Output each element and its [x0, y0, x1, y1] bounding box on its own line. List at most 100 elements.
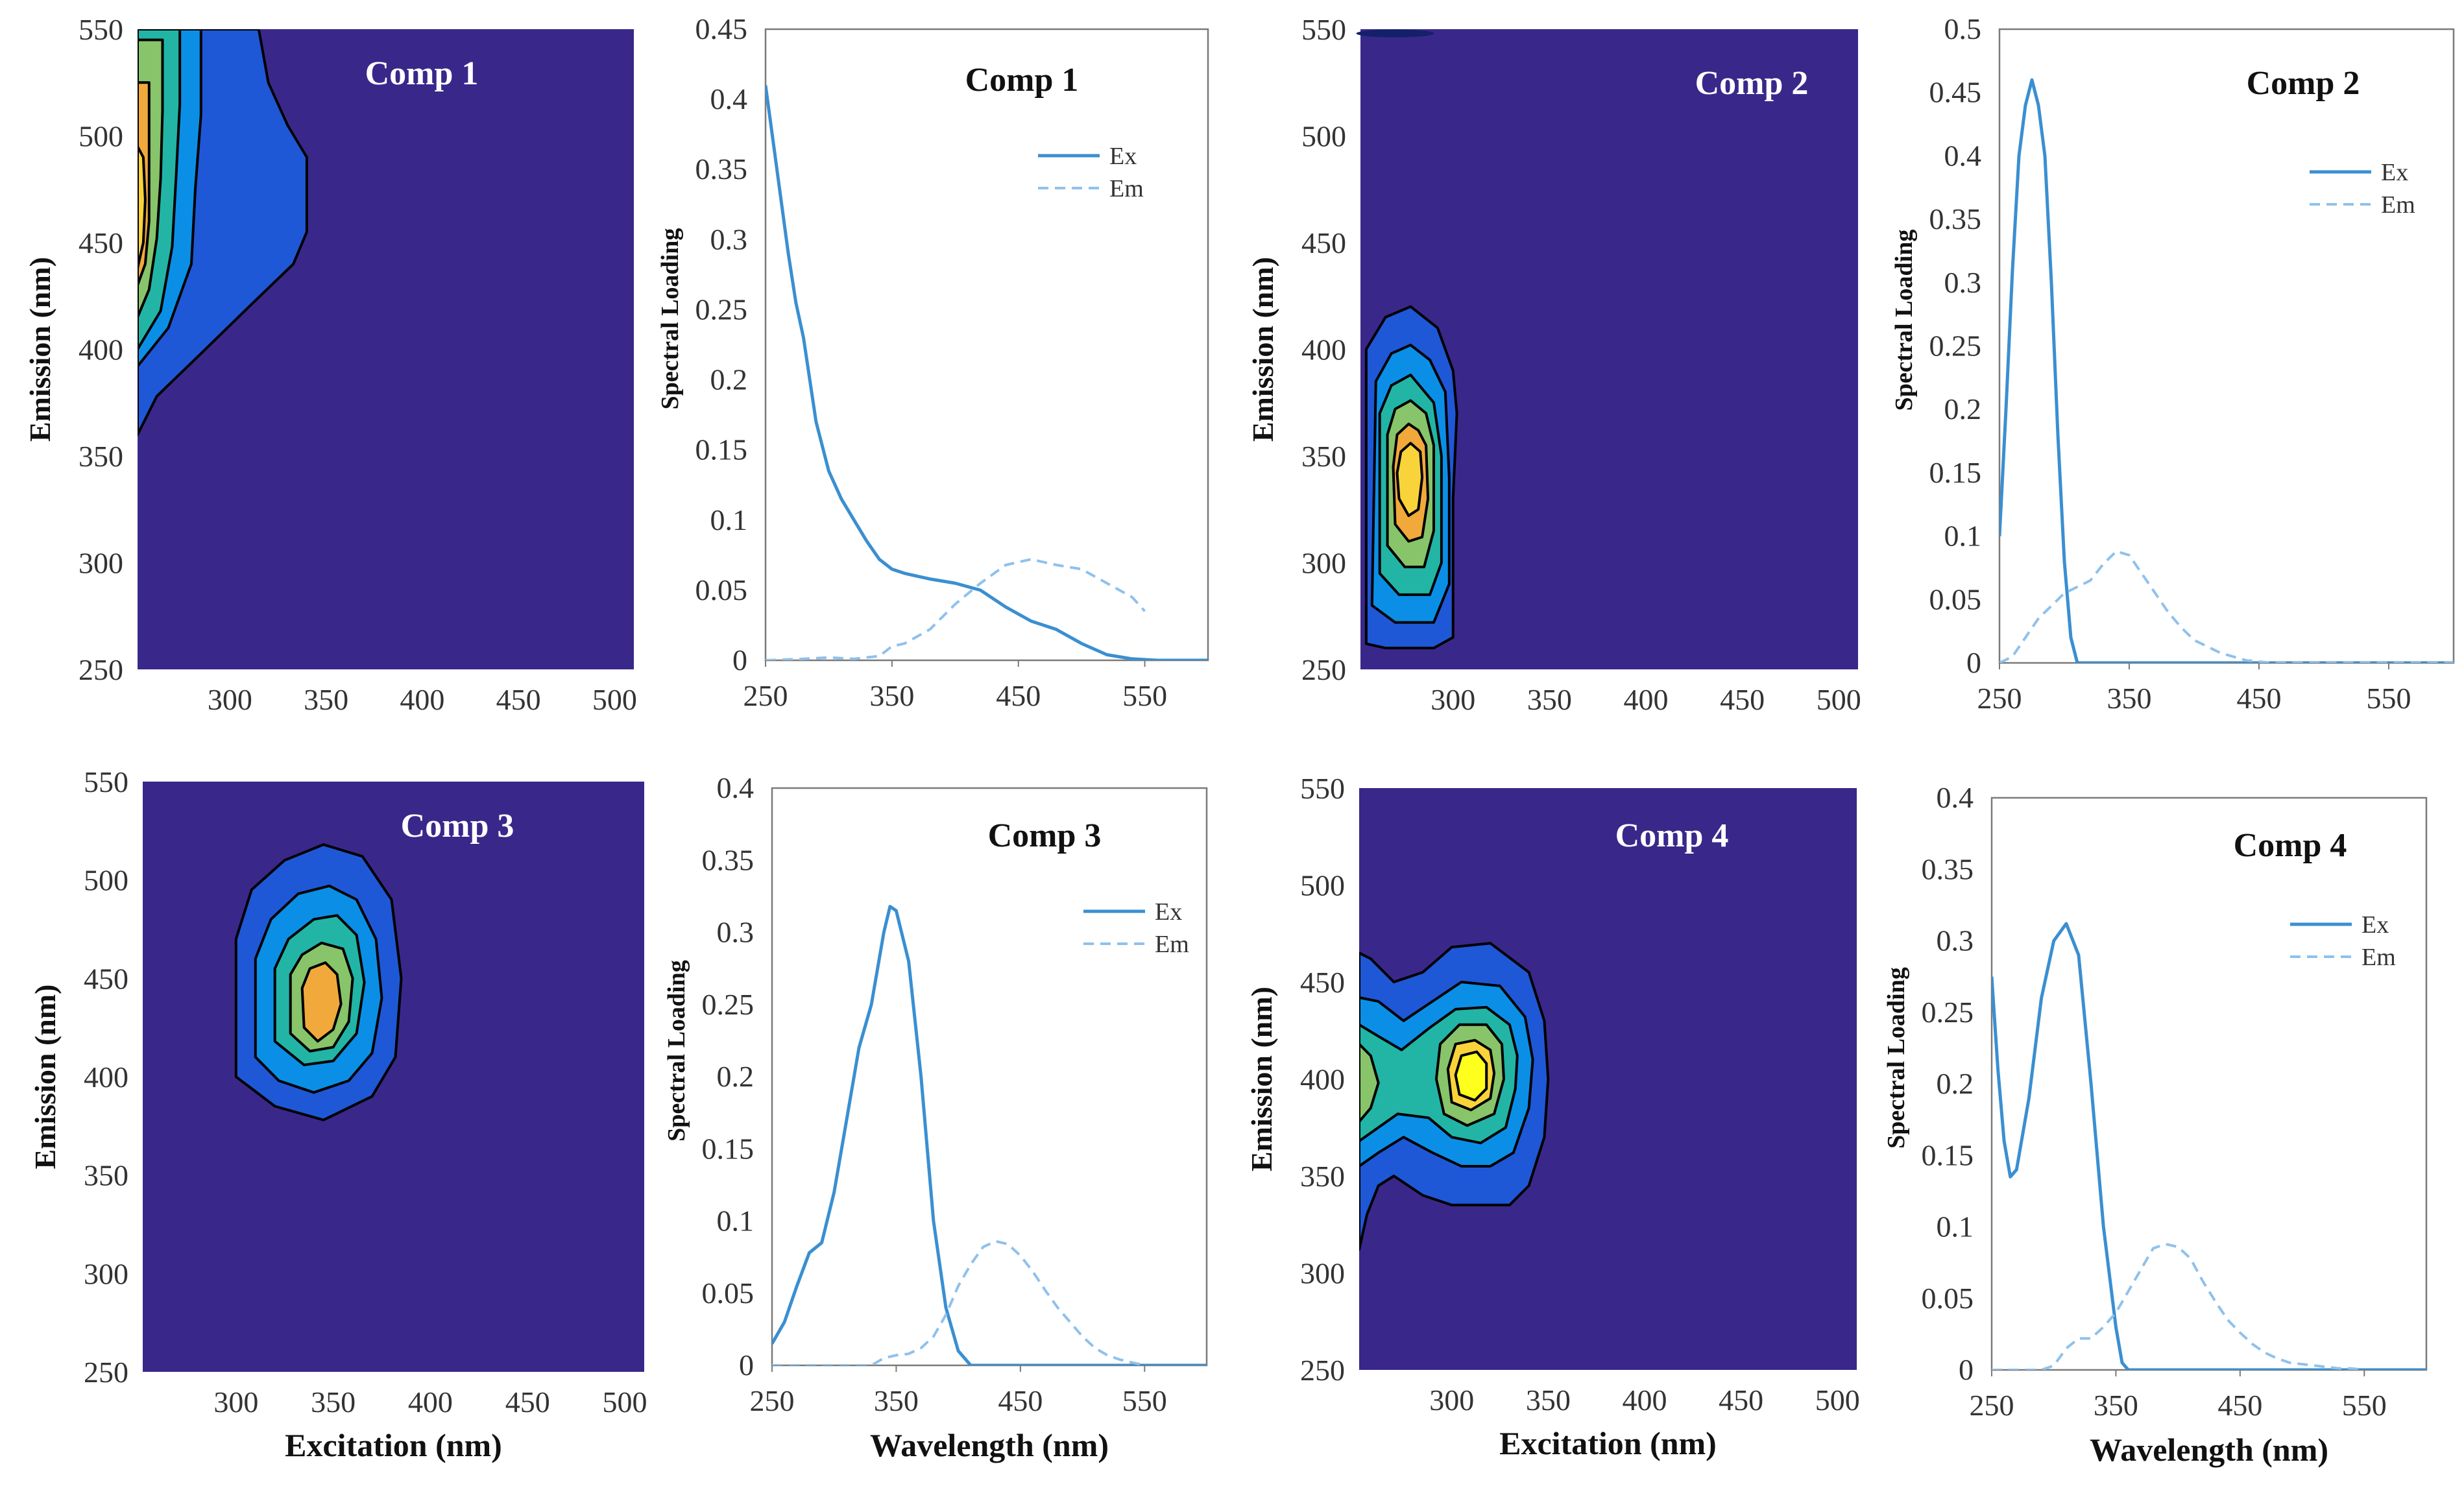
spec-comp3-ytick: 0.2 [717, 1060, 755, 1093]
spec-comp3-panel: 250 350 450 550 0 0.05 0.1 0.15 0.2 0.25 0.3 0.35 0.… [663, 771, 1208, 1463]
eem-comp2-ytick: 300 [1301, 547, 1346, 580]
spec-comp2-ytick: 0.25 [1929, 330, 1982, 363]
spec-comp2-legend-label-ex: Ex [2381, 159, 2408, 186]
eem-comp4-contour-level-4 [1359, 1042, 1380, 1123]
eem-comp4-xlabel: Excitation (nm) [1499, 1425, 1717, 1461]
spec-comp4-ytick: 0.1 [1937, 1210, 1974, 1243]
spec-comp3-ytick: 0.4 [717, 771, 755, 804]
spec-comp2-panel: 250 350 450 550 0 0.05 0.1 0.15 0.2 0.25 0.3 0.35 0.… [1890, 12, 2455, 715]
spec-comp1-ytick: 0.4 [710, 82, 748, 115]
spec-comp2-ytick: 0.5 [1944, 12, 1982, 45]
spec-comp3-xtick: 350 [874, 1384, 919, 1417]
spec-comp1-xtick: 250 [743, 679, 788, 712]
spec-comp1-ytick: 0.25 [695, 293, 748, 326]
spec-comp1-ylabel: Spectral Loading [657, 228, 684, 410]
spec-comp1-panel: 250 350 450 550 0 0.05 0.1 0.15 0.2 0.25 0.3 0.35 0.… [657, 12, 1209, 712]
spec-comp3-ylabel: Spectral Loading [663, 960, 690, 1142]
spec-comp4-xtick: 250 [1970, 1389, 2014, 1422]
eem-comp3-title: Comp 3 [401, 808, 514, 845]
spec-comp4-xtick: 450 [2217, 1389, 2262, 1422]
spec-comp3-xtick: 450 [998, 1384, 1043, 1417]
spec-comp2-legend-label-em: Em [2381, 191, 2415, 219]
spec-comp2-ylabel: Spectral Loading [1890, 230, 1918, 411]
eem-comp1-panel: 300 350 400 450 500 250 300 350 400 450 500 550 Comp… [23, 13, 637, 716]
spec-comp1-ytick: 0.05 [695, 573, 748, 606]
eem-comp3-ytick: 550 [84, 765, 128, 798]
eem-comp1-xtick: 350 [304, 683, 348, 716]
spec-comp4-ytick: 0.05 [1922, 1282, 1974, 1315]
spec-comp2-ytick: 0.4 [1944, 139, 1982, 172]
spec-comp1-xtick: 350 [869, 679, 914, 712]
spec-comp3-xlabel: Wavelength (nm) [870, 1427, 1109, 1463]
spec-comp1-xtick: 450 [996, 679, 1041, 712]
spec-comp3-legend-label-ex: Ex [1155, 898, 1182, 926]
spec-comp3-frame [771, 787, 1208, 1367]
eem-comp3-contours [234, 843, 403, 1121]
eem-comp2-panel: 300 350 400 450 500 250 300 350 400 450 500 550 Comp… [1246, 13, 1861, 716]
eem-comp4-xtick: 350 [1526, 1384, 1571, 1417]
spec-comp4-ytick: 0.4 [1937, 781, 1974, 814]
spec-comp4-frame [1990, 797, 2428, 1371]
spec-comp3-ytick: 0.05 [702, 1276, 755, 1310]
spec-comp3-ytick: 0.1 [717, 1204, 755, 1238]
eem-comp3-contour-level-5 [300, 961, 343, 1043]
eem-comp1-xtick: 500 [592, 683, 637, 716]
eem-comp4-ylabel: Emission (nm) [1245, 987, 1278, 1171]
spec-comp2-xtick: 350 [2107, 682, 2152, 715]
spec-comp3-xtick: 550 [1122, 1384, 1167, 1417]
eem-comp4-xtick: 400 [1622, 1384, 1667, 1417]
spec-comp4-series-em [1992, 1243, 2365, 1370]
spec-comp2-ytick: 0.3 [1944, 266, 1982, 299]
eem-comp2-contour-level-6 [1395, 442, 1424, 518]
spec-comp1-legend-label-ex: Ex [1109, 143, 1137, 170]
spec-comp2-ytick: 0.2 [1944, 392, 1982, 425]
spec-comp1-ytick: 0.45 [695, 12, 748, 45]
eem-comp1-ytick: 300 [79, 547, 123, 580]
spec-comp4-title: Comp 4 [2234, 827, 2347, 864]
spec-comp3-series-em [772, 1240, 1145, 1365]
eem-comp2-ytick: 550 [1301, 13, 1346, 46]
spec-comp4-ylabel: Spectral Loading [1883, 967, 1910, 1149]
eem-comp3-xtick: 500 [603, 1385, 647, 1419]
eem-comp4-panel: 300 350 400 450 500 250 300 350 400 450 500 550 Comp… [1245, 772, 1860, 1461]
eem-comp4-ytick: 400 [1300, 1063, 1345, 1096]
spec-comp4-ytick: 0.2 [1937, 1067, 1974, 1100]
eem-comp1-ytick: 350 [79, 440, 123, 473]
spec-comp2-series-ex [1999, 78, 2454, 663]
spec-comp1-series-group [766, 85, 1208, 660]
spec-comp2-xtick: 550 [2367, 682, 2411, 715]
spec-comp1-ytick: 0 [732, 643, 747, 677]
spec-comp4-series-ex [1992, 922, 2426, 1370]
spec-comp2-series-group [1999, 78, 2454, 663]
eem-comp3-panel: 300 350 400 450 500 250 300 350 400 450 500 550 Comp… [29, 765, 647, 1463]
eem-comp2-ytick: 350 [1301, 440, 1346, 473]
spec-comp1-xtick: 550 [1122, 679, 1167, 712]
eem-comp3-xtick: 350 [311, 1385, 356, 1419]
eem-comp1-xtick: 450 [496, 683, 541, 716]
spec-comp4-ytick: 0.3 [1937, 924, 1974, 957]
spec-comp2-ytick: 0.15 [1929, 456, 1982, 489]
eem-comp4-contour-level-6 [1454, 1050, 1488, 1102]
spec-comp2-ytick: 0.1 [1944, 520, 1982, 553]
eem-comp4-contours [1359, 942, 1550, 1251]
eem-comp1-ytick: 400 [79, 333, 123, 366]
eem-comp2-title: Comp 2 [1695, 65, 1809, 102]
eem-comp4-xtick: 500 [1815, 1384, 1860, 1417]
spec-comp4-xlabel: Wavelength (nm) [2090, 1432, 2328, 1468]
eem-comp4-xtick: 300 [1429, 1384, 1474, 1417]
eem-comp4-ytick: 250 [1300, 1354, 1345, 1387]
eem-comp3-xtick: 400 [408, 1385, 453, 1419]
eem-comp2-xtick: 350 [1527, 683, 1572, 716]
spec-comp2-xtick: 250 [1977, 682, 2022, 715]
eem-comp2-ytick: 250 [1301, 653, 1346, 686]
eem-comp2-xtick: 500 [1817, 683, 1861, 716]
spec-comp2-ytick: 0.05 [1929, 582, 1982, 616]
spec-comp2-ytick: 0.45 [1929, 76, 1982, 109]
spec-comp1-legend-label-em: Em [1109, 175, 1144, 202]
eem-comp4-ytick: 500 [1300, 869, 1345, 902]
spec-comp2-frame [1998, 28, 2455, 664]
spec-comp3-ytick: 0 [739, 1348, 754, 1382]
spec-comp3-ytick: 0.25 [702, 988, 755, 1021]
eem-comp3-ytick: 500 [84, 864, 128, 897]
eem-comp3-xtick: 300 [213, 1385, 258, 1419]
